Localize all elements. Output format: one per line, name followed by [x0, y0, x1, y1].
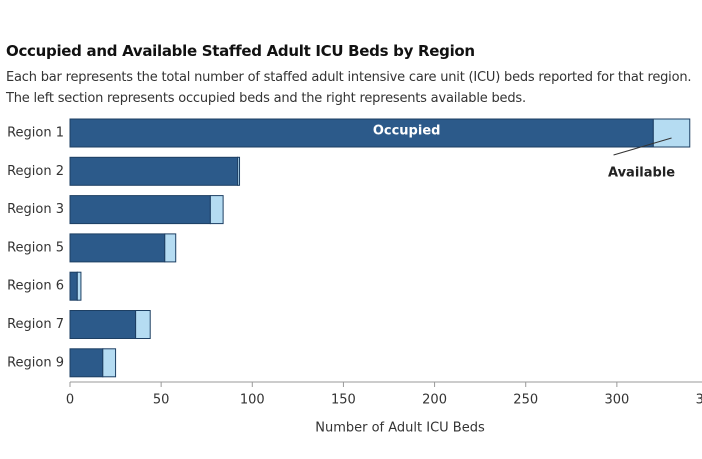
y-tick-label: Region 6: [7, 279, 64, 294]
x-tick-label: 50: [153, 393, 170, 408]
y-tick-label: Region 5: [7, 240, 64, 255]
bar-segment: [69, 156, 239, 186]
x-tick-label: 200: [422, 393, 447, 408]
bar-segment: [76, 271, 82, 301]
x-tick-label: 350: [696, 393, 702, 408]
legend-label: Occupied: [373, 124, 441, 139]
y-tick-label: Region 3: [7, 202, 64, 217]
bar-segment: [102, 348, 117, 378]
bar-segment: [69, 195, 211, 225]
bar-segment: [209, 195, 224, 225]
bar-segment: [135, 310, 151, 339]
x-axis-label: Number of Adult ICU Beds: [315, 421, 485, 436]
bar-segment: [69, 348, 104, 378]
bar-segment: [69, 118, 654, 148]
annotation-line: [613, 137, 672, 156]
legend-label: Available: [608, 166, 675, 181]
chart-subtitle: Each bar represents the total number of …: [6, 70, 692, 106]
x-tick-label: 150: [331, 393, 356, 408]
chart-title: Occupied and Available Staffed Adult ICU…: [6, 42, 475, 60]
bar-segment: [164, 233, 177, 263]
x-tick-label: 0: [66, 393, 74, 408]
bar-segment: [69, 233, 166, 263]
y-tick-label: Region 1: [7, 126, 64, 141]
x-tick-label: 100: [240, 393, 265, 408]
bar-segment: [69, 271, 78, 301]
y-tick-label: Region 7: [7, 317, 64, 332]
bar-segment: [237, 156, 241, 186]
x-tick-label: 250: [513, 393, 538, 408]
y-tick-label: Region 2: [7, 164, 64, 179]
y-tick-label: Region 9: [7, 355, 64, 370]
bar-segment: [652, 118, 691, 148]
bar-segment: [69, 310, 137, 339]
x-tick-label: 300: [604, 393, 629, 408]
